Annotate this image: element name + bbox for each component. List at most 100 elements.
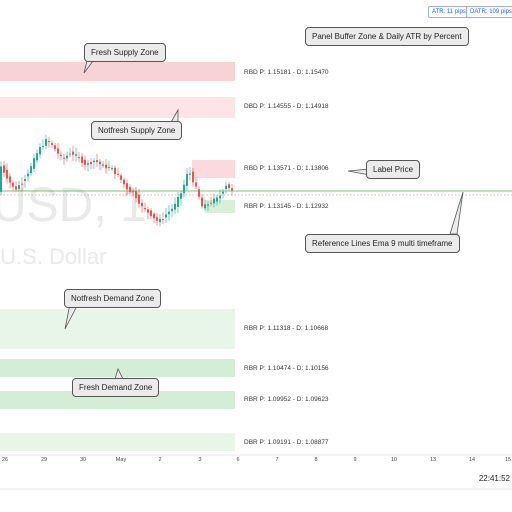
demand-zone-5 <box>0 433 235 451</box>
zone-label: DBR P: 1.09191 - D: 1.08877 <box>244 439 329 446</box>
zone-label: DBD P: 1.14555 - D: 1.14918 <box>244 103 329 110</box>
candle-body <box>186 173 188 187</box>
candle-body <box>57 148 59 154</box>
candle-body <box>213 198 215 204</box>
candle-body <box>90 162 92 165</box>
candle-body <box>111 168 113 170</box>
x-tick-label: 29 <box>40 457 48 463</box>
candle-body <box>3 165 5 173</box>
candle-body <box>126 183 128 190</box>
zone-label: RBR P: 1.09952 - D: 1.09623 <box>244 396 329 403</box>
candle-body <box>120 175 122 180</box>
candle-body <box>147 209 149 213</box>
x-tick-label: 30 <box>79 457 87 463</box>
candle-body <box>39 147 41 155</box>
candle-body <box>198 189 200 197</box>
candle-body <box>231 188 233 191</box>
callout-fresh-demand: Fresh Demand Zone <box>72 378 160 397</box>
candle-body <box>159 218 161 223</box>
candle-body <box>72 151 74 155</box>
candle-body <box>132 191 134 193</box>
candle-body <box>75 154 77 156</box>
candle-body <box>210 202 212 204</box>
zone-label: RBD P: 1.13571 - D: 1.13806 <box>244 165 329 172</box>
candle-body <box>36 153 38 161</box>
candle-body <box>48 141 50 143</box>
candle-body <box>174 203 176 210</box>
candle-body <box>207 204 209 206</box>
candle-body <box>180 193 182 199</box>
candle-body <box>138 194 140 204</box>
candle-body <box>177 197 179 207</box>
supply-zone-1 <box>0 62 235 81</box>
candle-body <box>195 182 197 187</box>
candle-body <box>219 195 221 199</box>
candle-body <box>93 160 95 162</box>
candle-body <box>63 157 65 159</box>
candle-body <box>156 217 158 221</box>
x-tick-label: 8 <box>314 457 318 463</box>
candle-body <box>21 183 23 185</box>
x-tick-label: 3 <box>198 457 202 463</box>
x-tick-label: 14 <box>468 457 476 463</box>
x-tick-label: May <box>115 457 127 463</box>
candle-body <box>216 197 218 202</box>
x-tick-label: 10 <box>390 457 398 463</box>
x-tick-label: 26 <box>1 457 9 463</box>
candle-body <box>105 164 107 169</box>
candle-body <box>189 173 191 175</box>
candle-body <box>6 169 8 179</box>
candle-body <box>141 202 143 207</box>
callout-notfresh-demand: Notfresh Demand Zone <box>64 289 162 308</box>
zone-label: RBR P: 1.13145 - D: 1.12932 <box>244 203 329 210</box>
candle-body <box>18 185 20 189</box>
callout-panel-buffer: Panel Buffer Zone & Daily ATR by Percent <box>305 27 469 46</box>
description-watermark: .U.S. Dollar <box>0 244 107 269</box>
candle-body <box>162 218 164 220</box>
candle-body <box>24 179 26 181</box>
candle-body <box>183 184 185 194</box>
candle-body <box>78 157 80 159</box>
callout-fresh-supply: Fresh Supply Zone <box>84 43 166 62</box>
zone-label: RBR P: 1.11318 - D: 1.10668 <box>244 325 329 332</box>
candle-body <box>228 184 230 189</box>
candle-body <box>27 173 29 177</box>
x-tick-label: 15 <box>504 457 512 463</box>
candle-body <box>108 166 110 168</box>
candle-body <box>0 166 2 192</box>
candle-body <box>225 185 227 190</box>
candle-body <box>153 213 155 219</box>
datr-badge: DATR: 109 pips <box>466 6 512 18</box>
demand-zone-2 <box>0 309 235 349</box>
candle-body <box>165 214 167 218</box>
candle-body <box>54 145 56 149</box>
callout-pointer <box>449 191 464 235</box>
x-tick-label: 13 <box>429 457 437 463</box>
atr-badge: ATR: 11 pips <box>428 6 470 18</box>
candle-body <box>144 207 146 210</box>
demand-zone-4 <box>0 391 235 409</box>
candle-body <box>222 191 224 194</box>
callout-reference-lines: Reference Lines Ema 9 multi timeframe <box>305 234 460 253</box>
symbol-watermark: USD, 1 <box>0 179 147 232</box>
candle-body <box>99 161 101 165</box>
candle-body <box>171 208 173 212</box>
candle-body <box>114 167 116 175</box>
candle-body <box>102 164 104 166</box>
callout-label-price: Label Price <box>366 160 421 179</box>
candle-body <box>201 197 203 207</box>
candle-body <box>84 159 86 165</box>
candle-body <box>69 153 71 155</box>
supply-zone-3 <box>192 160 235 178</box>
candle-body <box>42 146 44 148</box>
candle-body <box>45 139 47 146</box>
demand-zone-1 <box>205 200 235 213</box>
candle-body <box>81 156 83 163</box>
candlestick-series <box>0 134 233 227</box>
demand-zone-3 <box>0 359 235 377</box>
candle-body <box>9 176 11 183</box>
candle-body <box>135 191 137 199</box>
x-tick-label: 2 <box>158 457 162 463</box>
